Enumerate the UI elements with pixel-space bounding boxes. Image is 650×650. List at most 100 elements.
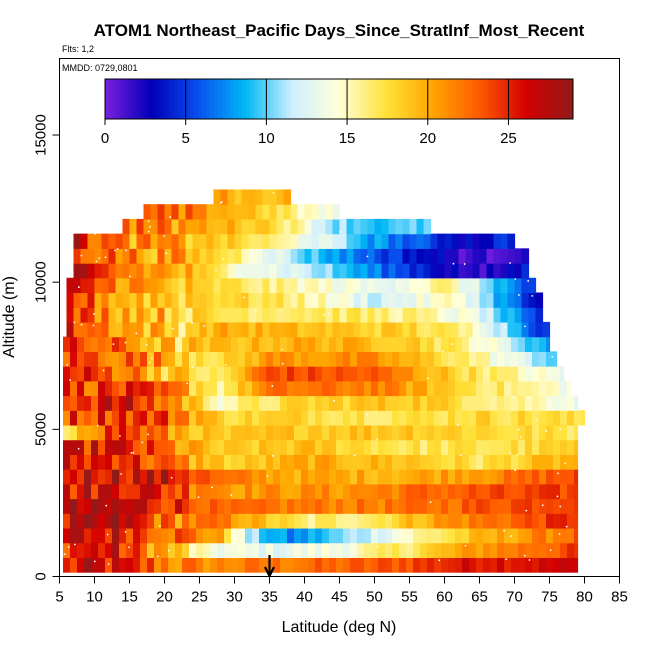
speckle-point xyxy=(129,275,131,278)
heatmap-cell xyxy=(189,483,197,500)
heatmap-cell xyxy=(70,513,78,529)
heatmap-cell xyxy=(63,483,71,500)
heatmap-cell xyxy=(357,469,365,485)
heatmap-cell xyxy=(532,351,540,367)
heatmap-cell xyxy=(255,233,264,249)
speckle-point xyxy=(191,366,194,369)
heatmap-cell xyxy=(518,498,526,514)
speckle-point xyxy=(95,260,98,263)
heatmap-cell xyxy=(140,498,148,514)
heatmap-cell xyxy=(560,542,568,558)
colorbar-tick-label: 5 xyxy=(182,130,190,147)
heatmap-cell xyxy=(462,351,470,367)
heatmap-cell xyxy=(318,292,327,308)
heatmap-cell xyxy=(322,366,330,382)
colorbar-swatch xyxy=(443,79,449,119)
heatmap-cell xyxy=(553,483,561,500)
heatmap-cell xyxy=(560,513,568,529)
heatmap-cell xyxy=(448,439,456,455)
heatmap-cell xyxy=(500,248,509,264)
heatmap-cell xyxy=(399,424,407,441)
heatmap-cell xyxy=(140,542,148,558)
heatmap-cell xyxy=(441,483,449,500)
heatmap-cell xyxy=(357,395,365,411)
heatmap-cell xyxy=(280,410,288,426)
heatmap-cell xyxy=(546,439,554,455)
heatmap-cell xyxy=(560,439,568,455)
heatmap-cell xyxy=(357,410,365,426)
heatmap-cell xyxy=(483,424,491,441)
heatmap-cell xyxy=(94,263,103,279)
heatmap-cell xyxy=(199,263,208,279)
heatmap-cell xyxy=(269,263,278,279)
heatmap-cell xyxy=(220,233,229,249)
heatmap-cell xyxy=(234,277,243,294)
heatmap-cell xyxy=(262,292,271,308)
heatmap-cell xyxy=(133,557,141,573)
heatmap-cell xyxy=(294,351,302,367)
heatmap-cell xyxy=(350,380,358,397)
colorbar-swatch xyxy=(488,79,493,119)
heatmap-cell xyxy=(388,263,397,279)
heatmap-cell xyxy=(364,454,372,470)
heatmap-cell xyxy=(325,307,334,323)
heatmap-cell xyxy=(350,424,358,441)
heatmap-cell xyxy=(210,469,218,485)
heatmap-cell xyxy=(360,248,369,264)
x-axis-label: Latitude (deg N) xyxy=(282,619,397,636)
heatmap-cell xyxy=(448,513,456,529)
heatmap-cell xyxy=(287,542,295,558)
heatmap-cell xyxy=(486,277,495,294)
heatmap-cell xyxy=(206,292,215,308)
heatmap-cell xyxy=(217,410,225,426)
heatmap-cell xyxy=(84,513,92,529)
heatmap-cell xyxy=(406,395,414,411)
colorbar-swatch xyxy=(451,79,457,119)
heatmap-cell xyxy=(283,218,292,235)
heatmap-cell xyxy=(273,469,281,485)
heatmap-cell xyxy=(493,307,502,323)
heatmap-cell xyxy=(287,557,295,573)
heatmap-cell xyxy=(413,454,421,470)
heatmap-cell xyxy=(546,454,554,470)
heatmap-cell xyxy=(168,336,176,352)
heatmap-cell xyxy=(528,292,537,308)
heatmap-cell xyxy=(329,454,337,470)
heatmap-cell xyxy=(147,527,155,544)
heatmap-cell xyxy=(469,424,477,441)
heatmap-cell xyxy=(185,204,194,220)
heatmap-cell xyxy=(175,469,183,485)
heatmap-cell xyxy=(290,321,299,338)
heatmap-cell xyxy=(346,218,355,235)
heatmap-cell xyxy=(532,424,540,441)
speckle-point xyxy=(67,546,70,548)
colorbar-swatch xyxy=(391,79,396,119)
heatmap-cell xyxy=(154,380,162,397)
heatmap-cell xyxy=(315,380,323,397)
heatmap-cell xyxy=(266,513,274,529)
heatmap-cell xyxy=(234,307,243,323)
heatmap-cell xyxy=(133,469,141,485)
heatmap-cell xyxy=(126,469,134,485)
heatmap-cell xyxy=(416,277,425,294)
heatmap-cell xyxy=(210,380,218,397)
heatmap-cell xyxy=(479,321,488,338)
heatmap-cell xyxy=(196,483,204,500)
heatmap-cell xyxy=(490,557,498,573)
heatmap-cell xyxy=(539,439,547,455)
heatmap-cell xyxy=(444,263,453,279)
speckle-point xyxy=(93,560,96,563)
speckle-point xyxy=(457,424,459,427)
speckle-point xyxy=(527,364,530,367)
heatmap-cell xyxy=(332,248,341,264)
heatmap-cell xyxy=(168,483,176,500)
heatmap-cell xyxy=(63,380,71,397)
heatmap-cell xyxy=(308,439,316,455)
heatmap-cell xyxy=(143,292,152,308)
heatmap-cell xyxy=(343,454,351,470)
speckle-point xyxy=(524,325,526,328)
heatmap-cell xyxy=(224,542,232,558)
heatmap-cell xyxy=(91,380,99,397)
heatmap-cell xyxy=(112,336,120,352)
heatmap-cell xyxy=(273,410,281,426)
